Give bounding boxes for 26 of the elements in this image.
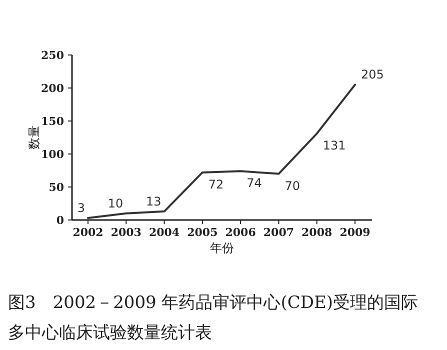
data-label: 3 <box>77 201 85 216</box>
y-tick-label: 0 <box>56 214 64 227</box>
x-axis-title: 年份 <box>210 241 234 255</box>
data-label: 205 <box>361 68 384 82</box>
x-tick-label: 2003 <box>110 226 142 239</box>
data-label: 13 <box>146 194 162 208</box>
y-tick-label: 50 <box>48 181 64 194</box>
x-tick-label: 2007 <box>263 226 294 239</box>
x-tick-label: 2008 <box>302 226 333 239</box>
y-axis-title: 数量 <box>27 126 41 150</box>
x-tick-label: 2009 <box>340 226 370 239</box>
data-label: 131 <box>322 138 346 153</box>
x-tick-label: 2005 <box>187 226 218 239</box>
y-tick-label: 200 <box>41 82 64 95</box>
text: 图3 2002－2009 年药品审评中心(CDE)受理的国际多中心临床试验数量统计表 <box>8 292 420 345</box>
x-tick-label: 2006 <box>225 226 256 239</box>
data-label: 72 <box>208 177 224 192</box>
data-label: 70 <box>284 178 300 193</box>
line-series <box>87 84 356 220</box>
x-tick-label: 2002 <box>72 226 104 239</box>
y-tick-label: 250 <box>41 49 64 62</box>
data-label: 74 <box>246 176 262 190</box>
x-tick-label: 2004 <box>148 226 180 239</box>
data-label: 10 <box>108 196 124 210</box>
y-tick-label: 150 <box>41 115 64 128</box>
y-tick-label: 100 <box>41 148 64 161</box>
